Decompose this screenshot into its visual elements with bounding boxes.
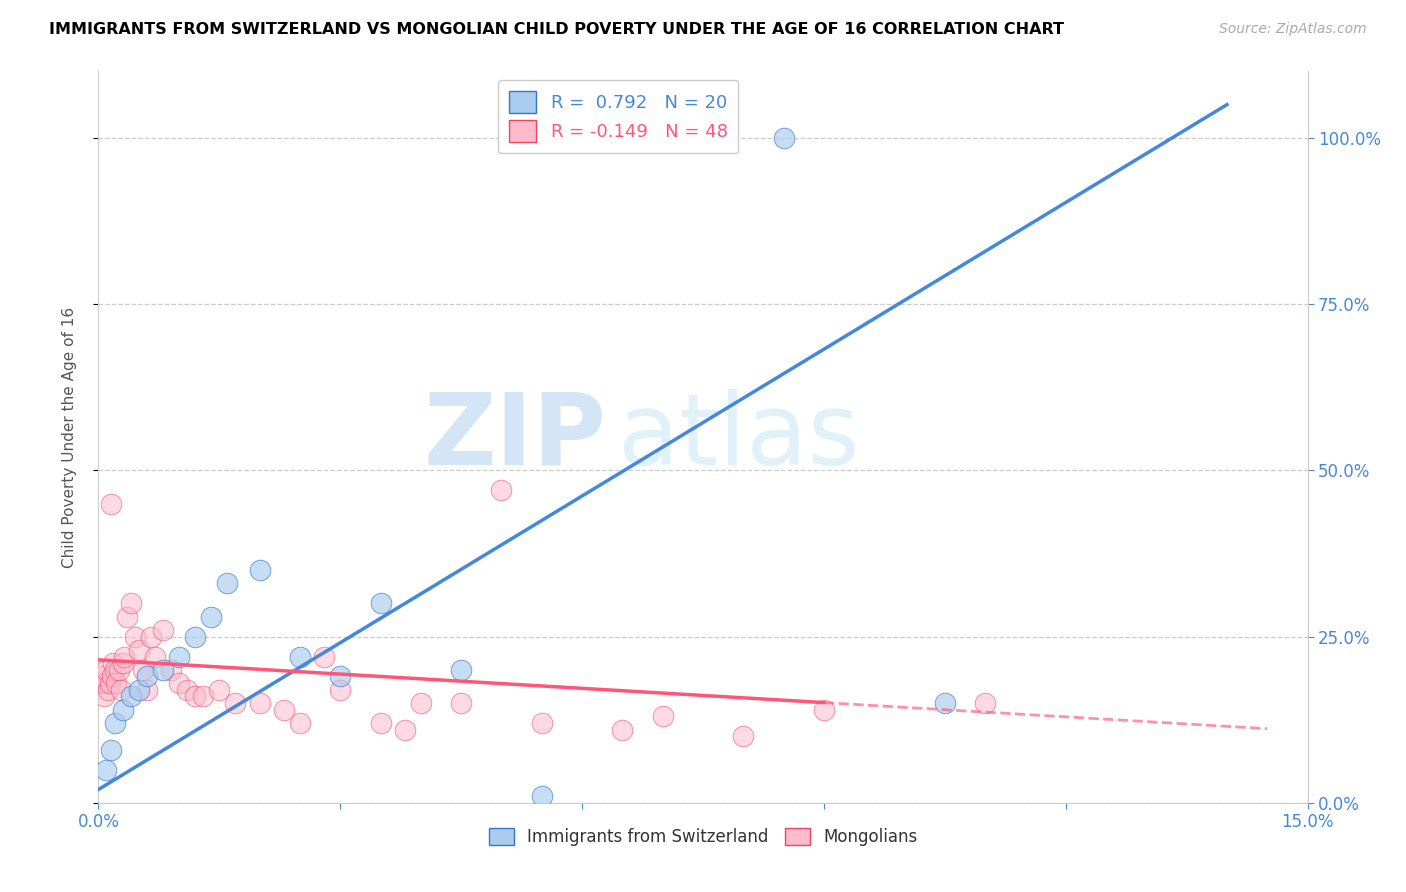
Point [450, 696, 472, 710]
Y-axis label: Child Poverty Under the Age of 16: Child Poverty Under the Age of 16 [62, 307, 77, 567]
Point [139, 630, 162, 644]
Point [184, 690, 207, 704]
Point [120, 596, 142, 610]
Point [101, 656, 124, 670]
Point [394, 723, 416, 737]
Point [314, 649, 336, 664]
Point [94, 676, 117, 690]
Point [96, 763, 118, 777]
Point [160, 663, 183, 677]
Point [288, 649, 311, 664]
Point [132, 663, 155, 677]
Text: ZIP: ZIP [423, 389, 606, 485]
Point [370, 596, 392, 610]
Point [115, 609, 138, 624]
Point [96, 663, 118, 677]
Point [288, 716, 311, 731]
Point [208, 682, 231, 697]
Point [152, 623, 174, 637]
Point [101, 669, 124, 683]
Point [273, 703, 295, 717]
Point [184, 630, 207, 644]
Point [974, 696, 997, 710]
Point [110, 682, 132, 697]
Point [217, 576, 239, 591]
Text: atlas: atlas [619, 389, 860, 485]
Point [91, 669, 114, 683]
Point [249, 563, 271, 577]
Text: Source: ZipAtlas.com: Source: ZipAtlas.com [1219, 22, 1367, 37]
Point [934, 696, 956, 710]
Point [193, 690, 215, 704]
Point [176, 682, 198, 697]
Point [813, 703, 835, 717]
Point [100, 497, 122, 511]
Point [135, 669, 157, 683]
Point [450, 663, 472, 677]
Point [152, 663, 174, 677]
Point [491, 483, 513, 498]
Point [224, 696, 246, 710]
Point [100, 742, 122, 756]
Point [111, 703, 134, 717]
Point [124, 630, 146, 644]
Point [143, 649, 166, 664]
Point [107, 663, 129, 677]
Point [329, 669, 352, 683]
Point [370, 716, 392, 731]
Point [112, 649, 135, 664]
Point [90, 676, 112, 690]
Point [200, 609, 222, 624]
Point [97, 682, 120, 697]
Point [249, 696, 271, 710]
Legend: Immigrants from Switzerland, Mongolians: Immigrants from Switzerland, Mongolians [482, 822, 924, 853]
Point [93, 690, 115, 704]
Point [733, 729, 755, 743]
Point [530, 716, 553, 731]
Point [120, 690, 142, 704]
Point [167, 676, 190, 690]
Point [98, 676, 121, 690]
Point [530, 789, 553, 804]
Text: IMMIGRANTS FROM SWITZERLAND VS MONGOLIAN CHILD POVERTY UNDER THE AGE OF 16 CORRE: IMMIGRANTS FROM SWITZERLAND VS MONGOLIAN… [49, 22, 1064, 37]
Point [103, 663, 125, 677]
Point [651, 709, 673, 723]
Point [135, 682, 157, 697]
Point [105, 676, 128, 690]
Point [103, 716, 125, 731]
Point [111, 656, 134, 670]
Point [329, 682, 352, 697]
Point [612, 723, 634, 737]
Point [409, 696, 432, 710]
Point [167, 649, 190, 664]
Point [128, 682, 150, 697]
Point [128, 643, 150, 657]
Point [772, 131, 794, 145]
